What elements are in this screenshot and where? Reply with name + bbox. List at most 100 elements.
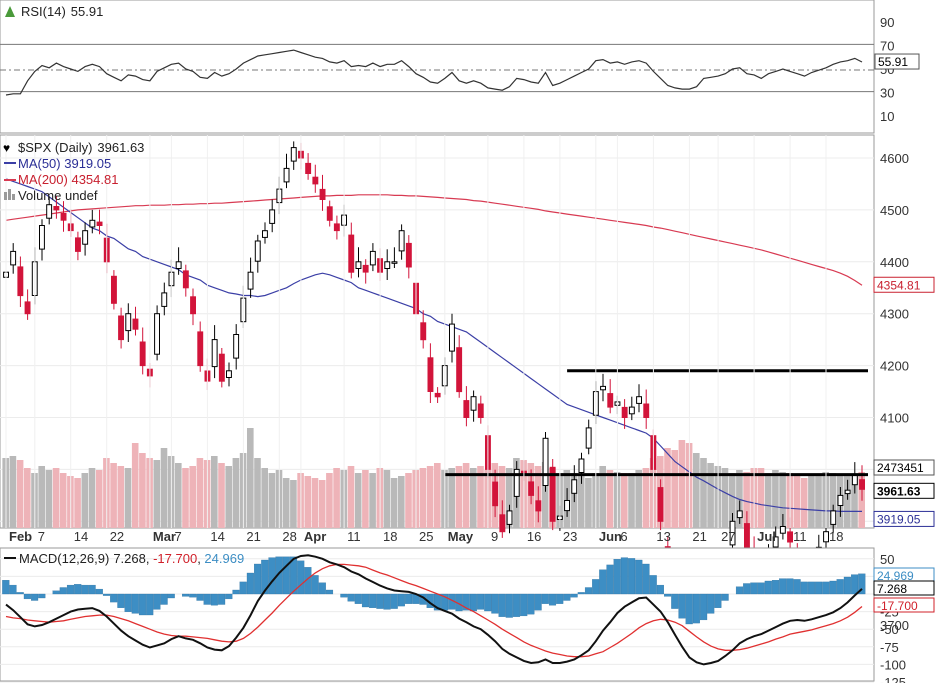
candle-body [326,206,333,221]
candle-body [262,230,268,238]
volume-bar [779,472,786,528]
candle [657,479,664,531]
x-tick-label: Feb [9,529,32,544]
candle [643,389,650,429]
price-tick-4500: 4500 [880,203,909,218]
candle-body [233,334,240,359]
candle [369,243,376,272]
macd-hist-bar [692,593,700,624]
volume-bar [139,453,146,528]
volume-bar [678,440,686,528]
candle [82,222,89,256]
candle [398,224,405,260]
ma200-line [5,194,863,286]
candle [89,209,96,234]
macd-value-tag-box [873,597,935,613]
candle-body [600,385,606,391]
candle-body [218,353,225,382]
candle [391,247,398,268]
macd-hist-bar [664,593,672,597]
macd-comma-2: , [197,551,204,566]
candle-body [355,261,362,269]
candle [118,307,124,349]
candle [600,373,606,402]
last-close: 3961.63 [97,140,144,155]
price-value-tag: 3961.63 [877,484,921,498]
candle-body [369,250,376,266]
candle-body [463,400,470,419]
volume-bar [354,473,362,528]
macd-hist-bar [117,593,125,608]
macd-hist-bar [700,593,708,621]
candle [305,153,312,180]
candle-body [434,392,441,398]
macd-hist-bar [512,593,521,617]
candle-body [607,393,614,408]
volume-bar [844,475,851,528]
volume-bar [621,473,628,528]
volume-bar [462,463,470,528]
candle [513,461,520,508]
candle-body [24,301,31,315]
candle [262,222,268,244]
volume-bar [808,476,815,528]
candle-body [564,500,570,512]
svg-text:MACD(12,26,9)7.268, -17.700, 2: MACD(12,26,9) 7.268, -17.700, 24.969 [19,551,244,566]
macd-hist-bar [167,593,175,599]
macd-hist-bar [340,593,348,598]
candle [333,215,340,240]
macd-hist-bar [642,563,650,595]
candle-body [470,396,477,411]
macd-hist-bar [354,593,362,604]
candle-body [477,403,484,418]
macd-hist-bar [38,593,46,599]
candle [312,164,319,193]
candle [736,500,743,524]
x-tick-label: 16 [527,529,541,544]
candle [463,386,470,427]
ma50-legend: MA(50) 3919.05 [18,156,111,171]
candle-body [17,266,24,297]
macd-hist-bar [88,584,96,595]
candle-body [111,275,117,304]
price-tick-4600: 4600 [880,151,909,166]
candle [111,270,117,310]
rsi-label: RSI(14) [21,4,66,19]
candle-body [247,271,254,290]
x-tick-label: Jun [599,529,622,544]
macd-hist-bar [577,592,585,595]
rsi-value-tag-box [874,53,920,70]
macd-hist-bar [59,587,67,595]
volume-bar [405,473,412,528]
candle [499,500,506,538]
macd-hist-bar [534,593,542,611]
x-tick-label: 28 [282,529,296,544]
candle-body [830,510,837,525]
macd-hist-bar [635,559,643,595]
volume-bar [261,468,268,528]
volume-bar [815,474,822,528]
candle-body [657,487,664,522]
macd-value-tag: -17.700 [877,599,918,613]
x-tick-label: 7 [38,529,45,544]
candle-body [859,479,865,490]
macd-hist-bar [160,593,168,605]
candle-body [348,234,355,273]
candle-body [175,261,182,269]
candle [636,384,642,413]
candle [492,469,499,518]
rsi-panel: 1030507090 RSI(14)55.91 55.91 [0,0,920,134]
macd-hist-bar [405,593,413,604]
macd-hist-bar [383,593,391,610]
svg-text:$SPX (Daily)3961.63: $SPX (Daily) 3961.63 [18,140,144,155]
macd-hist-bar [685,593,693,625]
volume-bar [851,476,858,528]
macd-hist-bar [599,569,607,595]
candle-body [837,494,844,506]
candle [211,325,218,379]
x-tick-label: 21 [246,529,260,544]
volume-bar [448,468,455,528]
x-tick-label: May [448,529,474,544]
macd-hist-bar [757,582,765,595]
macd-hist-bar [505,593,513,618]
